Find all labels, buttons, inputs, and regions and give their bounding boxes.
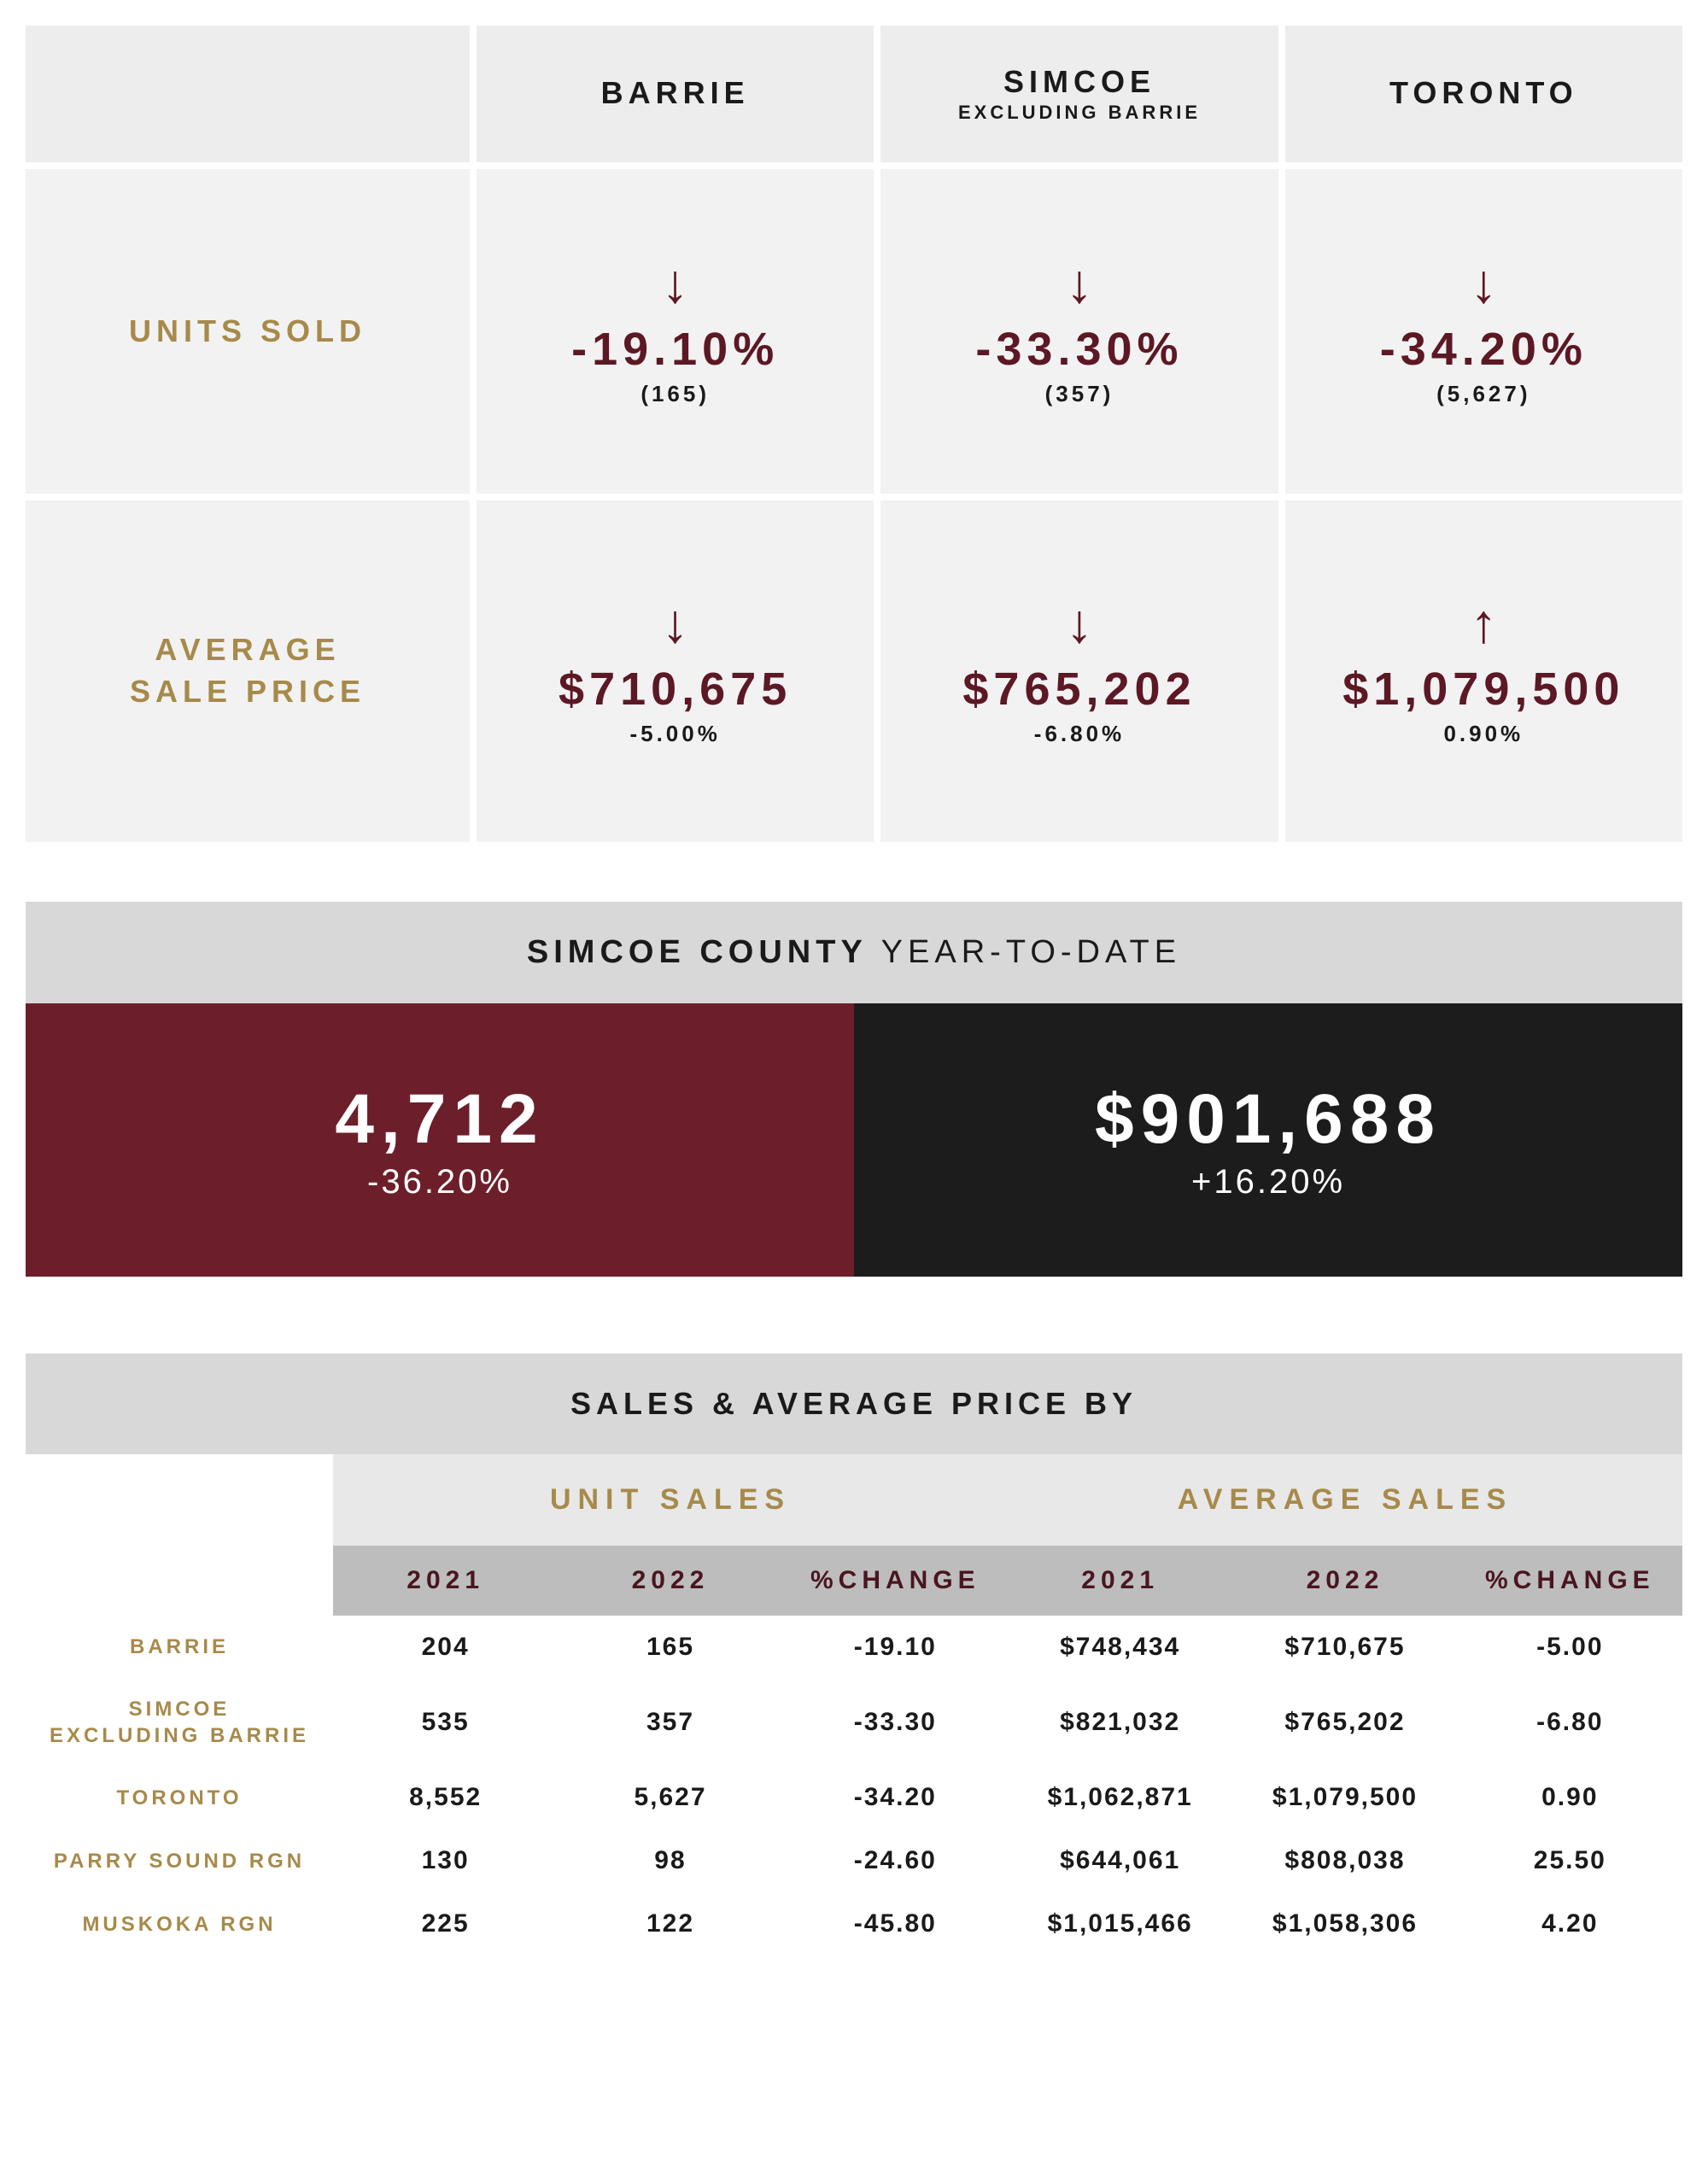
col-header-main: BARRIE bbox=[601, 75, 750, 111]
table-unit-cell: 8,552 bbox=[333, 1766, 558, 1829]
row-label-units-sold: UNITS SOLD bbox=[26, 169, 470, 494]
table-unit-cell: 165 bbox=[558, 1616, 782, 1679]
ytd-price-change: +16.20% bbox=[1191, 1163, 1345, 1201]
avg-price: $765,202 bbox=[962, 663, 1196, 716]
percent-change: -5.00% bbox=[629, 721, 720, 747]
col-header-toronto: TORONTO bbox=[1285, 26, 1682, 162]
comparison-grid: BARRIE SIMCOE EXCLUDING BARRIE TORONTO U… bbox=[26, 26, 1682, 842]
table-unit-cell: 98 bbox=[558, 1829, 782, 1892]
percent-change: 0.90% bbox=[1443, 721, 1524, 747]
table-unit-cell: 122 bbox=[558, 1892, 782, 1955]
table-year-unit-0: 2021 bbox=[333, 1546, 558, 1616]
table-unit-cell: 357 bbox=[558, 1679, 782, 1766]
table-avg-cell: $1,058,306 bbox=[1232, 1892, 1457, 1955]
table-unit-cell: 535 bbox=[333, 1679, 558, 1766]
table-unit-cell: -45.80 bbox=[783, 1892, 1008, 1955]
unit-count: (357) bbox=[1045, 381, 1114, 407]
arrow-down-icon: ↓ bbox=[662, 596, 689, 651]
col-header-main: SIMCOE bbox=[1003, 64, 1155, 100]
table-avg-cell: -6.80 bbox=[1458, 1679, 1682, 1766]
percent-change: -34.20% bbox=[1380, 323, 1588, 376]
table-avg-cell: 4.20 bbox=[1458, 1892, 1682, 1955]
arrow-up-icon: ↑ bbox=[1470, 596, 1497, 651]
table-year-blank bbox=[26, 1546, 333, 1616]
table-unit-cell: -34.20 bbox=[783, 1766, 1008, 1829]
unit-count: (5,627) bbox=[1436, 381, 1530, 407]
table-year-avg-2: %CHANGE bbox=[1458, 1546, 1682, 1616]
avg-price: $1,079,500 bbox=[1342, 663, 1624, 716]
table-section-unit-sales: UNIT SALES bbox=[333, 1454, 1008, 1546]
table-avg-cell: $1,079,500 bbox=[1232, 1766, 1457, 1829]
table-unit-cell: -24.60 bbox=[783, 1829, 1008, 1892]
price-toronto: ↑ $1,079,500 0.90% bbox=[1285, 500, 1682, 842]
corner-blank bbox=[26, 26, 470, 162]
table-avg-cell: 0.90 bbox=[1458, 1766, 1682, 1829]
units-simcoe: ↓ -33.30% (357) bbox=[880, 169, 1278, 494]
ytd-body: 4,712 -36.20% $901,688 +16.20% bbox=[26, 1003, 1682, 1277]
price-simcoe: ↓ $765,202 -6.80% bbox=[880, 500, 1278, 842]
table-avg-cell: $765,202 bbox=[1232, 1679, 1457, 1766]
ytd-panel: SIMCOE COUNTY YEAR-TO-DATE 4,712 -36.20%… bbox=[26, 902, 1682, 1277]
row-label-text: AVERAGESALE PRICE bbox=[130, 629, 366, 712]
table-avg-cell: $644,061 bbox=[1008, 1829, 1232, 1892]
sales-table: SALES & AVERAGE PRICE BY UNIT SALESAVERA… bbox=[26, 1353, 1682, 1955]
units-toronto: ↓ -34.20% (5,627) bbox=[1285, 169, 1682, 494]
arrow-down-icon: ↓ bbox=[662, 256, 689, 311]
table-unit-cell: -33.30 bbox=[783, 1679, 1008, 1766]
ytd-price: $901,688 +16.20% bbox=[854, 1003, 1682, 1277]
price-barrie: ↓ $710,675 -5.00% bbox=[477, 500, 874, 842]
table-avg-cell: $710,675 bbox=[1232, 1616, 1457, 1679]
row-label-avg-price: AVERAGESALE PRICE bbox=[26, 500, 470, 842]
ytd-units: 4,712 -36.20% bbox=[26, 1003, 854, 1277]
table-title: SALES & AVERAGE PRICE BY bbox=[26, 1353, 1682, 1454]
table-section-blank bbox=[26, 1454, 333, 1546]
arrow-down-icon: ↓ bbox=[1066, 256, 1093, 311]
ytd-title-light: YEAR-TO-DATE bbox=[868, 934, 1181, 970]
percent-change: -33.30% bbox=[975, 323, 1183, 376]
table-year-avg-1: 2022 bbox=[1232, 1546, 1457, 1616]
table-grid: UNIT SALESAVERAGE SALES20212022%CHANGE20… bbox=[26, 1454, 1682, 1955]
table-avg-cell: $1,015,466 bbox=[1008, 1892, 1232, 1955]
table-region: TORONTO bbox=[26, 1766, 333, 1829]
table-avg-cell: $808,038 bbox=[1232, 1829, 1457, 1892]
table-region: PARRY SOUND RGN bbox=[26, 1829, 333, 1892]
avg-price: $710,675 bbox=[559, 663, 792, 716]
percent-change: -19.10% bbox=[571, 323, 779, 376]
table-unit-cell: 5,627 bbox=[558, 1766, 782, 1829]
table-avg-cell: -5.00 bbox=[1458, 1616, 1682, 1679]
table-year-unit-1: 2022 bbox=[558, 1546, 782, 1616]
ytd-price-value: $901,688 bbox=[1095, 1079, 1442, 1160]
table-unit-cell: -19.10 bbox=[783, 1616, 1008, 1679]
unit-count: (165) bbox=[640, 381, 710, 407]
ytd-units-change: -36.20% bbox=[367, 1163, 512, 1201]
units-barrie: ↓ -19.10% (165) bbox=[477, 169, 874, 494]
table-unit-cell: 225 bbox=[333, 1892, 558, 1955]
row-label-text: UNITS SOLD bbox=[129, 311, 366, 353]
table-unit-cell: 204 bbox=[333, 1616, 558, 1679]
table-avg-cell: 25.50 bbox=[1458, 1829, 1682, 1892]
table-year-avg-0: 2021 bbox=[1008, 1546, 1232, 1616]
ytd-title-bold: SIMCOE COUNTY bbox=[527, 934, 868, 970]
ytd-header: SIMCOE COUNTY YEAR-TO-DATE bbox=[26, 902, 1682, 1003]
table-region: MUSKOKA RGN bbox=[26, 1892, 333, 1955]
table-avg-cell: $1,062,871 bbox=[1008, 1766, 1232, 1829]
col-header-barrie: BARRIE bbox=[477, 26, 874, 162]
col-header-main: TORONTO bbox=[1389, 75, 1578, 111]
ytd-units-value: 4,712 bbox=[335, 1079, 544, 1160]
percent-change: -6.80% bbox=[1034, 721, 1125, 747]
col-header-sub: EXCLUDING BARRIE bbox=[958, 102, 1201, 124]
table-region: SIMCOEEXCLUDING BARRIE bbox=[26, 1679, 333, 1766]
table-unit-cell: 130 bbox=[333, 1829, 558, 1892]
table-year-unit-2: %CHANGE bbox=[783, 1546, 1008, 1616]
arrow-down-icon: ↓ bbox=[1470, 256, 1497, 311]
col-header-simcoe: SIMCOE EXCLUDING BARRIE bbox=[880, 26, 1278, 162]
table-avg-cell: $748,434 bbox=[1008, 1616, 1232, 1679]
table-section-average-sales: AVERAGE SALES bbox=[1008, 1454, 1682, 1546]
table-region: BARRIE bbox=[26, 1616, 333, 1679]
table-avg-cell: $821,032 bbox=[1008, 1679, 1232, 1766]
arrow-down-icon: ↓ bbox=[1066, 596, 1093, 651]
